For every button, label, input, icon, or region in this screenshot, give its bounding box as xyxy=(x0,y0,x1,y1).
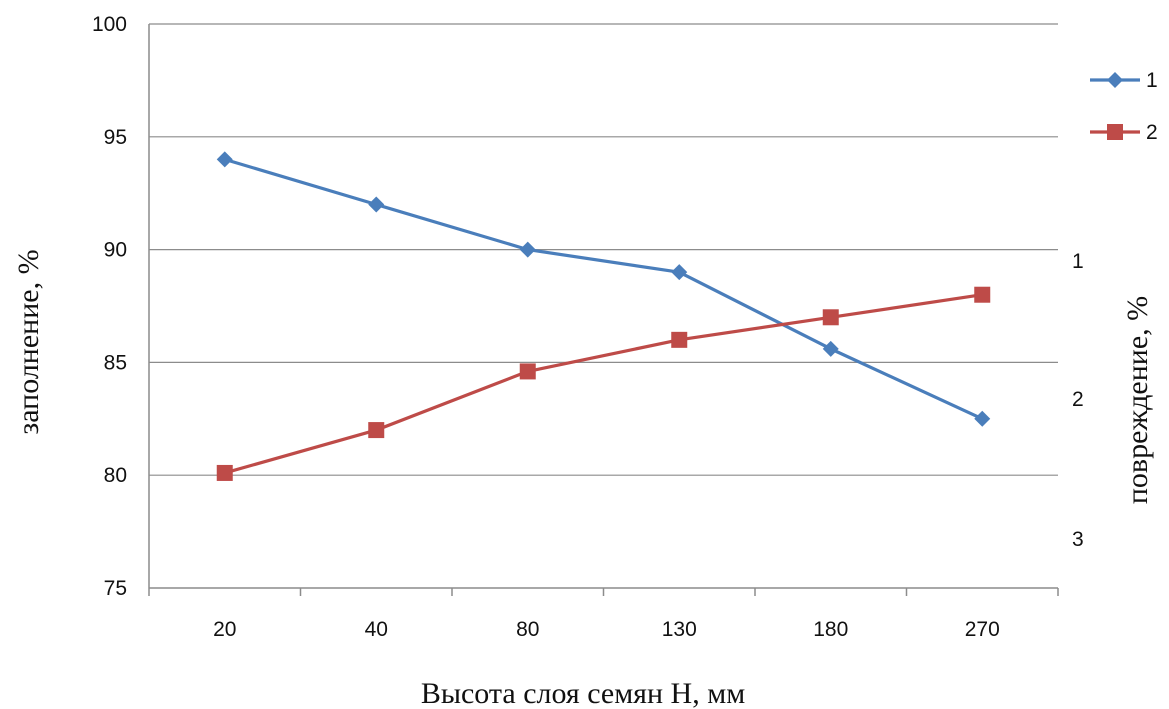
data-point xyxy=(216,151,233,168)
data-point xyxy=(671,331,688,348)
gridlines xyxy=(149,23,1058,476)
x-tick-label: 40 xyxy=(365,618,388,641)
data-point xyxy=(368,422,385,439)
legend-marker-2 xyxy=(1107,124,1123,140)
x-tick-label: 270 xyxy=(965,618,1000,641)
axes xyxy=(148,24,1059,596)
x-tick-label: 80 xyxy=(516,618,539,641)
y2-tick-label: 1 xyxy=(1072,250,1084,273)
y-tick-label: 75 xyxy=(104,577,127,600)
y-tick-labels: 75 80 85 90 95 100 xyxy=(92,13,127,600)
legend-marker-1 xyxy=(1107,72,1123,88)
data-point xyxy=(519,363,536,380)
y2-tick-label: 3 xyxy=(1072,528,1084,551)
data-point xyxy=(368,196,385,213)
series-group xyxy=(216,151,991,481)
data-point xyxy=(822,340,839,357)
data-point xyxy=(974,410,991,427)
data-point xyxy=(671,264,688,281)
y-tick-label: 100 xyxy=(92,13,127,36)
legend: 12 xyxy=(1090,69,1158,144)
legend-label-2: 2 xyxy=(1146,121,1158,144)
y-tick-label: 95 xyxy=(104,126,127,149)
y-tick-label: 85 xyxy=(104,351,127,374)
y2-axis-label: повреждение, % xyxy=(1121,296,1154,504)
data-point xyxy=(974,286,991,303)
legend-label-1: 1 xyxy=(1146,69,1158,92)
y-axis-label: заполнение, % xyxy=(12,249,45,434)
series-line-2 xyxy=(224,293,983,475)
x-tick-label: 180 xyxy=(813,618,848,641)
data-point xyxy=(822,309,839,326)
x-tick-label: 20 xyxy=(213,618,236,641)
y2-tick-label: 2 xyxy=(1072,388,1084,411)
x-tick-label: 130 xyxy=(662,618,697,641)
x-axis-label: Высота слоя семян Н, мм xyxy=(421,677,745,709)
data-point xyxy=(519,241,536,258)
x-tick-labels: 20 40 80 130 180 270 xyxy=(213,618,1000,641)
y-tick-label: 90 xyxy=(104,239,127,262)
y-tick-label: 80 xyxy=(104,464,127,487)
data-point xyxy=(216,464,233,481)
y2-tick-labels: 1 2 3 xyxy=(1072,250,1084,551)
series-line-1 xyxy=(224,157,983,421)
